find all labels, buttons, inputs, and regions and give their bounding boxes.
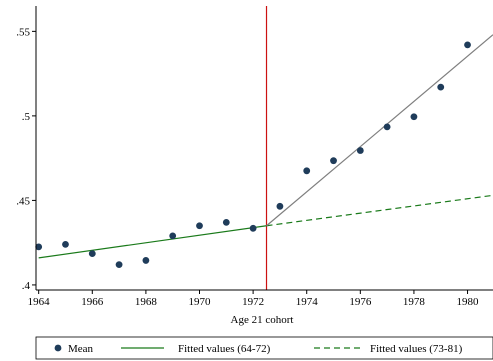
- mean-point: [330, 157, 337, 165]
- mean-point: [410, 113, 418, 121]
- mean-point: [62, 240, 69, 248]
- x-tick-label: 1976: [349, 296, 372, 308]
- x-tick-label: 1980: [457, 296, 480, 308]
- mean-point: [196, 222, 203, 230]
- y-tick-label: .55: [16, 26, 30, 38]
- x-tick-label: 1964: [28, 296, 51, 308]
- fit-line-73-81: [266, 194, 493, 227]
- legend-label-fit-73-81: Fitted values (73-81): [370, 343, 463, 355]
- mean-point: [169, 232, 177, 240]
- x-tick-label: 1968: [135, 296, 158, 308]
- x-tick-label: 1974: [296, 296, 319, 308]
- x-axis-title: Age 21 cohort: [231, 314, 294, 326]
- legend-label-mean: Mean: [68, 343, 94, 355]
- plot-area: [35, 6, 493, 290]
- x-tick-label: 1970: [189, 296, 212, 308]
- trend-line-post: [266, 34, 493, 227]
- mean-point: [249, 224, 257, 232]
- legend-box: [35, 336, 493, 360]
- y-tick-label: .45: [16, 195, 30, 207]
- mean-point: [383, 123, 391, 131]
- mean-point: [88, 250, 96, 258]
- axes: 1964 1966 1968 1970 1972 1974 1976 1978 1980 .4 .4…: [16, 6, 493, 308]
- x-tick-label: 1966: [81, 296, 104, 308]
- legend-label-fit-64-72: Fitted values (64-72): [178, 343, 271, 355]
- mean-point: [356, 147, 364, 154]
- fit-line-64-72: [38, 225, 267, 259]
- mean-point: [303, 167, 311, 175]
- x-tick-label: 1972: [242, 296, 264, 308]
- mean-point: [464, 41, 471, 49]
- mean-point: [437, 83, 445, 91]
- x-tick-label: 1978: [403, 296, 426, 308]
- y-tick-label: .4: [22, 280, 31, 292]
- mean-point: [35, 243, 43, 251]
- mean-point: [142, 257, 150, 264]
- mean-point: [115, 261, 123, 269]
- legend-marker-mean: [54, 344, 62, 352]
- mean-point: [276, 202, 284, 210]
- y-tick-label: .5: [22, 111, 31, 123]
- mean-point: [222, 218, 230, 226]
- legend: Mean Fitted values (64-72) Fitted values (…: [35, 336, 493, 360]
